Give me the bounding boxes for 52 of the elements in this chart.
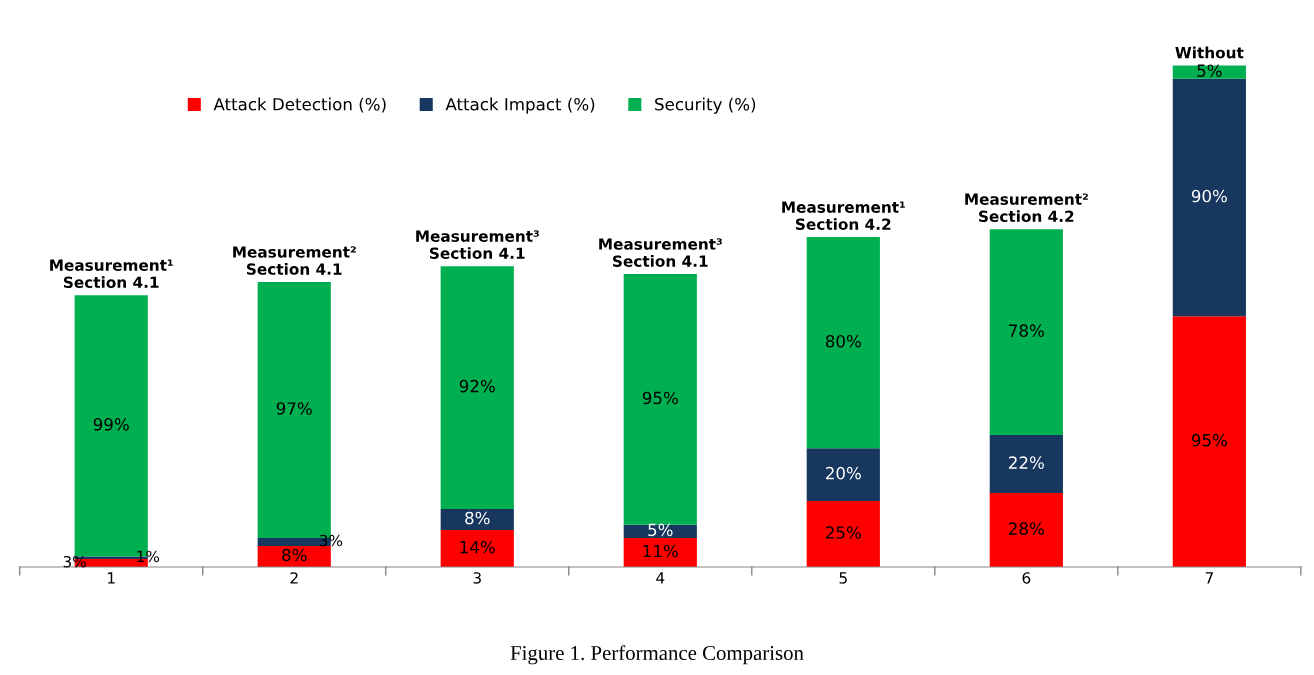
bar (989, 229, 1063, 436)
legend-label: Attack Detection (%) (213, 97, 386, 113)
bar (806, 448, 880, 502)
x-tick-label: 7 (1205, 572, 1213, 584)
legend-label: Security (%) (655, 97, 756, 114)
bar (440, 508, 514, 531)
bar (623, 524, 697, 538)
data-label: 99% (93, 418, 129, 431)
x-tick-label: 6 (1022, 572, 1031, 584)
data-label: 8% (282, 548, 307, 562)
caption: Figure 1. Performance Comparison (510, 645, 804, 665)
annotation: Measurement³ Section 4.1 (416, 230, 539, 260)
bar (1172, 78, 1246, 317)
annotation: Measurement¹ Section 4.2 (782, 201, 905, 230)
data-label: 25% (826, 526, 861, 539)
bar (989, 435, 1063, 494)
x-tick-label: 4 (656, 572, 665, 584)
data-label: 28% (1009, 522, 1044, 535)
bar (989, 493, 1063, 567)
data-label: 1% (137, 550, 160, 563)
bar (806, 237, 880, 449)
bar (1172, 65, 1246, 79)
data-label: 78% (1009, 324, 1044, 337)
data-label: 95% (642, 391, 678, 405)
bar (440, 266, 514, 509)
data-label: 92% (459, 379, 495, 393)
x-tick-label: 3 (473, 572, 481, 584)
data-label: 11% (643, 544, 678, 558)
annotation: Measurement³ Section 4.1 (599, 238, 722, 267)
data-label: 95% (1191, 433, 1227, 447)
bar (440, 530, 514, 567)
data-label: 22% (1009, 456, 1044, 469)
data-label: 97% (276, 402, 312, 415)
data-label: 20% (826, 466, 861, 480)
data-label: 80% (825, 334, 861, 348)
x-tick-label: 2 (290, 572, 298, 584)
annotation: Measurement¹ Section 4.1 (50, 259, 173, 289)
legend-label: Attack Impact (%) (445, 97, 595, 114)
x-tick-label: 1 (108, 572, 115, 584)
annotation: Measurement² Section 4.2 (965, 193, 1088, 223)
bar (623, 274, 697, 525)
data-label: 14% (460, 540, 495, 554)
data-label: 5% (1197, 64, 1222, 78)
annotation: Measurement² Section 4.1 (233, 246, 356, 275)
annotation: Without (1175, 46, 1244, 59)
bar (1172, 316, 1246, 567)
bar (623, 537, 697, 567)
data-label: 90% (1191, 189, 1227, 203)
bar (806, 501, 880, 567)
data-label: 8% (465, 511, 490, 525)
x-tick-label: 5 (839, 572, 847, 584)
data-label: 5% (648, 523, 673, 537)
